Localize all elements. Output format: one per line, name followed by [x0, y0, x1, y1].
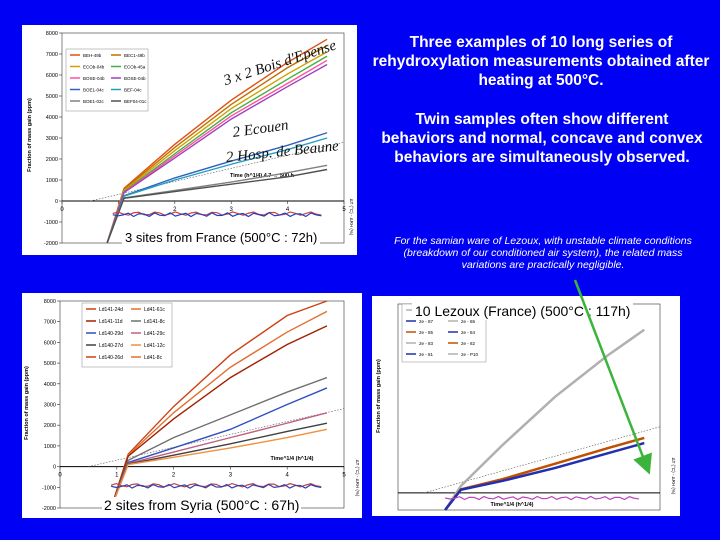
reference-line	[424, 426, 661, 494]
legend-entry: Ld140-26d	[99, 355, 123, 361]
right-axis-label: ΔT (°C) - ΔRH (%)	[671, 458, 676, 495]
chart-france-svg: -2000 -1000 0 1000 2000 3000 4000 5000 6000 7000 8…	[27, 31, 354, 247]
x-tick-label: 4	[286, 207, 290, 213]
x-tick-label: 4	[286, 473, 290, 479]
x-tick-label: 3	[230, 207, 234, 213]
y-tick-label: 6000	[44, 340, 56, 346]
y-tick-label: 6000	[46, 73, 58, 79]
y-tick-label: 5000	[46, 94, 58, 100]
legend-entry: 2e - 85	[419, 330, 434, 335]
legend-entry: 2e - 83	[419, 341, 434, 346]
y-tick-label: 1000	[44, 444, 56, 450]
caption-syria: 2 sites from Syria (500°C : 67h)	[102, 497, 302, 513]
note-lezoux: For the samian ware of Lezoux, with unst…	[394, 235, 692, 271]
heading-twin-samples: Twin samples often show different behavi…	[381, 111, 703, 166]
humidity-line	[110, 483, 322, 489]
y-tick-label: 3000	[46, 136, 58, 142]
caption-france: 3 sites from France (500°C : 72h)	[122, 229, 321, 246]
x-tick-label: 3	[229, 473, 233, 479]
x-axis-label: Time^1/4 (h^1/4)	[270, 456, 313, 462]
legend-entry: Ld141-24d	[99, 307, 123, 313]
legend-entry: BOSE-04b	[124, 76, 146, 81]
humidity-line	[445, 495, 640, 501]
legend-entry: Ld41-8c	[144, 355, 163, 361]
x-tick-label: 5	[342, 473, 346, 479]
y-tick-label: 4000	[44, 382, 56, 388]
y-tick-label: 1000	[46, 178, 58, 184]
legend-entry: 2e - 87	[419, 319, 434, 324]
y-tick-label: 7000	[46, 52, 58, 58]
legend-entry: BEH-49b	[83, 53, 102, 58]
x-axis-label: Time (h^1/4) 4.7 → 500 h	[230, 173, 295, 179]
series-line-3	[110, 325, 328, 509]
chart-syria-svg: -2000-1000010002000300040005000600070008…	[24, 299, 360, 512]
x-tick-label: 0	[60, 207, 64, 213]
right-axis-label: ΔT (°C) - ΔRH (%)	[355, 460, 360, 497]
y-tick-label: 0	[55, 199, 58, 205]
legend-entry: Ld141-8c	[144, 319, 165, 325]
right-axis-label: ΔT (°C) - ΔRH (%)	[349, 199, 354, 236]
series-line-8	[110, 428, 328, 509]
legend-entry: BOE1-04c	[83, 88, 105, 93]
y-tick-label: -2000	[44, 241, 58, 247]
y-tick-label: 8000	[46, 31, 58, 37]
legend-entry: 2e - 82	[461, 341, 476, 346]
legend-entry: 2e - 84	[461, 330, 476, 335]
y-tick-label: 2000	[46, 157, 58, 163]
chart-france: -2000 -1000 0 1000 2000 3000 4000 5000 6000 7000 8…	[22, 25, 357, 255]
y-axis-label: Fraction of mass gain (ppm)	[376, 359, 382, 433]
chart-lezoux: Time^1/4 (h^1/4) Fraction of mass gain (p…	[372, 296, 680, 516]
reference-line	[90, 141, 345, 202]
y-tick-label: 5000	[44, 361, 56, 367]
legend-entry: BEF-04c	[124, 88, 142, 93]
y-tick-label: 2000	[44, 423, 56, 429]
y-tick-label: -1000	[42, 485, 56, 491]
x-tick-label: 0	[58, 473, 62, 479]
legend-entry: Ld41-12c	[144, 343, 165, 349]
legend-entry: Ld41-61c	[144, 307, 165, 313]
chart-lezoux-svg: Time^1/4 (h^1/4) Fraction of mass gain (p…	[376, 303, 676, 511]
y-tick-label: 4000	[46, 115, 58, 121]
legend-box	[81, 302, 173, 368]
y-tick-label: 8000	[44, 299, 56, 305]
legend-entry: 2e - 81	[419, 352, 434, 357]
heading-rehydroxylation: Three examples of 10 long series of rehy…	[372, 34, 710, 89]
legend-entry: Ld41-29c	[144, 331, 165, 337]
x-tick-label: 2	[172, 473, 176, 479]
y-tick-label: -2000	[42, 506, 56, 512]
y-tick-label: 7000	[44, 320, 56, 326]
legend-entry: ECOb-04b	[83, 65, 105, 70]
series-line-5	[110, 387, 328, 509]
legend-entry: BOE1-02c	[83, 99, 105, 104]
legend-entry: 2e - P10	[461, 352, 479, 357]
x-tick-label: 2	[173, 207, 177, 213]
caption-lezoux: 10 Lezoux (France) (500°C : 117h)	[412, 302, 634, 320]
y-tick-label: 3000	[44, 403, 56, 409]
x-tick-label: 1	[115, 473, 119, 479]
humidity-line	[112, 212, 322, 218]
x-axis-label: Time^1/4 (h^1/4)	[490, 502, 533, 508]
legend-entry: 2e - 86	[461, 319, 476, 324]
y-axis-label: Fraction of mass gain (ppm)	[24, 366, 30, 440]
x-tick-label: 5	[342, 207, 346, 213]
legend-entry: Ld140-27d	[99, 343, 123, 349]
legend-entry: Ld141-11d	[99, 319, 123, 325]
legend-entry: BEF04-01c	[124, 99, 147, 104]
legend-entry: Ld140-29d	[99, 331, 123, 337]
series-line-10	[106, 168, 328, 244]
legend-entry: BOSE-04b	[83, 76, 105, 81]
y-tick-label: 0	[53, 465, 56, 471]
y-axis-label: Fraction of mass gain (ppm)	[27, 98, 33, 172]
legend-entry: ECOb-45a	[124, 65, 146, 70]
series-line-3	[444, 441, 645, 511]
chart-syria: -2000 -1000 0 1000 2000 3000 4000 5000 6000 7000 8…	[22, 293, 362, 518]
y-tick-label: -1000	[44, 220, 58, 226]
series-line-6	[106, 63, 328, 244]
legend-entry: BEC1-49b	[124, 53, 145, 58]
